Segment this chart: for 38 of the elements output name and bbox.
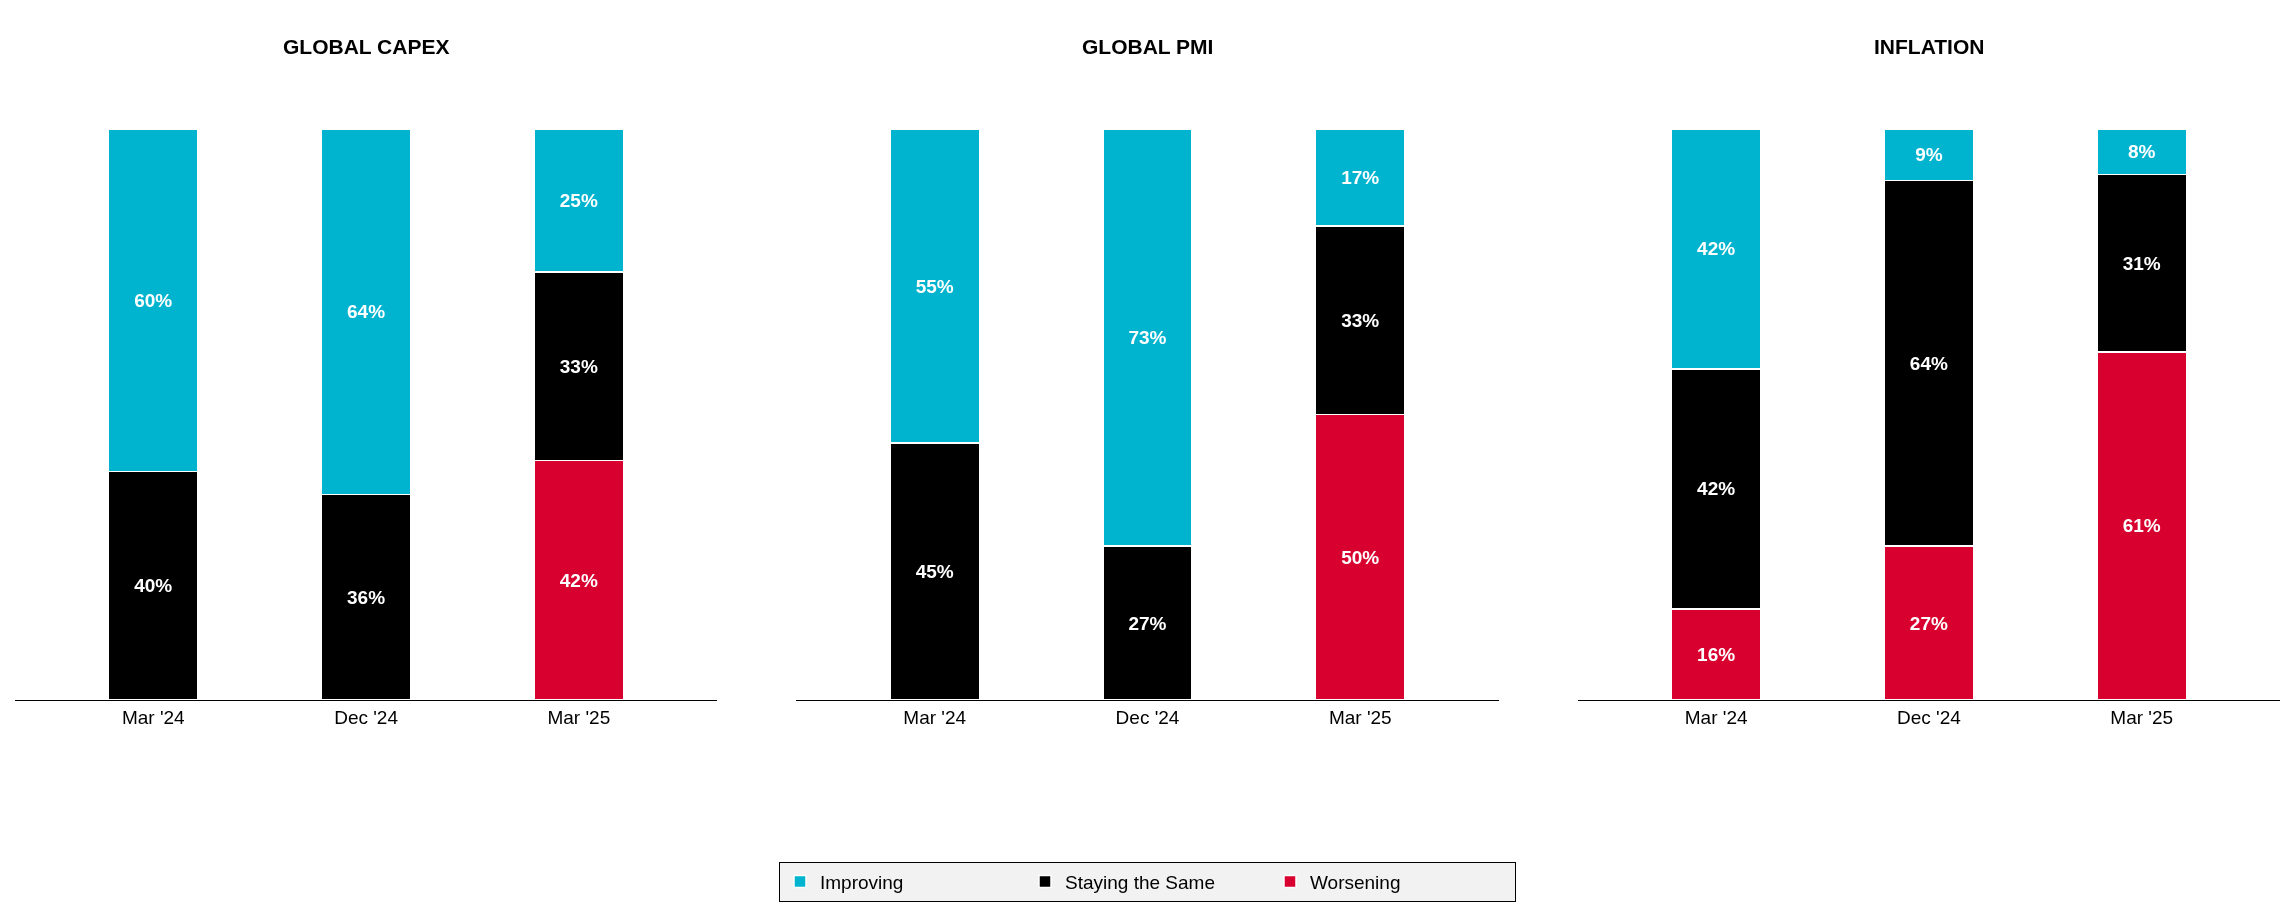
data-label: 45% — [915, 561, 954, 583]
data-label: 60% — [134, 289, 173, 311]
data-label: 27% — [1128, 612, 1167, 634]
x-tick-label: Mar '24 — [1684, 706, 1748, 728]
legend-label: Worsening — [1310, 871, 1401, 893]
data-label: 27% — [1909, 612, 1948, 634]
data-label: 8% — [2127, 141, 2156, 163]
x-tick-label: Dec '24 — [334, 706, 399, 728]
x-tick-label: Mar '25 — [1328, 706, 1392, 728]
data-label: 25% — [559, 189, 598, 211]
data-label: 16% — [1697, 643, 1736, 665]
chart-title: GLOBAL PMI — [1082, 35, 1214, 58]
data-label: 55% — [915, 275, 954, 297]
chart-title: INFLATION — [1874, 35, 1985, 58]
data-label: 42% — [1697, 238, 1736, 260]
data-label: 42% — [559, 569, 598, 591]
data-label: 36% — [347, 586, 386, 608]
x-tick-label: Dec '24 — [1115, 706, 1180, 728]
data-label: 61% — [2122, 515, 2161, 537]
data-label: 17% — [1341, 167, 1380, 189]
data-label: 64% — [347, 301, 386, 323]
data-label: 42% — [1697, 478, 1736, 500]
data-label: 9% — [1915, 144, 1943, 166]
data-label: 33% — [1341, 309, 1380, 331]
data-label: 33% — [559, 355, 598, 377]
data-label: 40% — [134, 575, 173, 597]
data-label: 73% — [1128, 326, 1167, 348]
x-tick-label: Mar '24 — [903, 706, 967, 728]
x-tick-label: Mar '24 — [121, 706, 186, 728]
legend-label: Staying the Same — [1065, 871, 1215, 893]
x-tick-label: Dec '24 — [1897, 706, 1962, 728]
data-label: 50% — [1341, 546, 1380, 568]
legend-label: Improving — [820, 871, 904, 893]
x-tick-label: Mar '25 — [547, 706, 611, 728]
x-tick-label: Mar '25 — [2110, 706, 2174, 728]
chart-title: GLOBAL CAPEX — [283, 35, 450, 58]
data-label: 64% — [1909, 352, 1948, 374]
data-label: 31% — [2122, 252, 2161, 274]
